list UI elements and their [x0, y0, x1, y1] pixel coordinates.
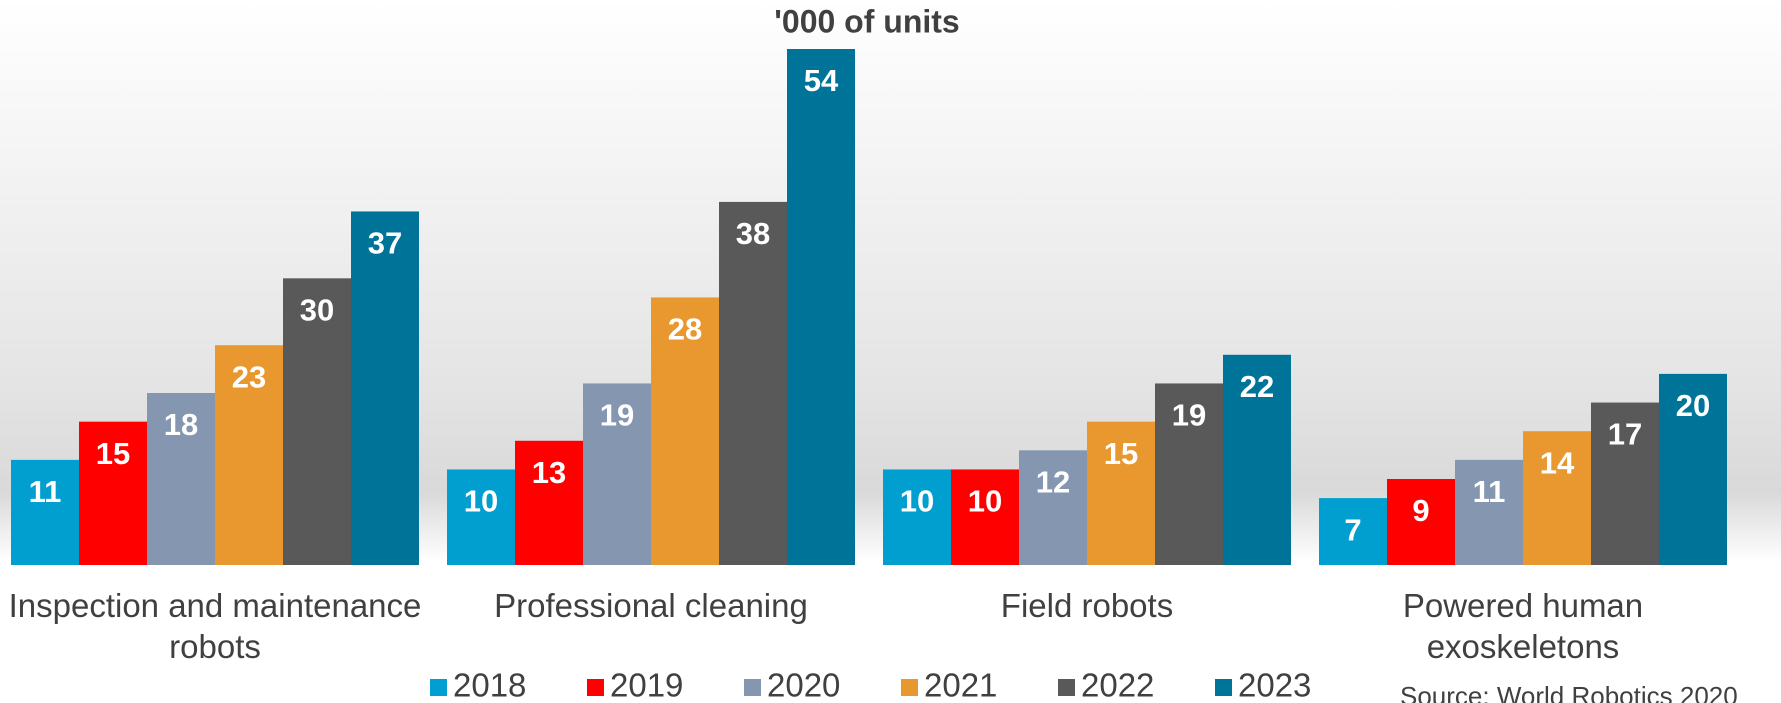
- legend-label: 2018: [453, 667, 526, 703]
- bar: [1523, 431, 1591, 565]
- legend-swatch: [744, 679, 761, 696]
- bar: [951, 469, 1019, 565]
- bar: [351, 211, 419, 565]
- bar: [1387, 479, 1455, 565]
- data-label: 38: [736, 216, 770, 251]
- legend-swatch: [1215, 679, 1232, 696]
- legend-label: 2019: [610, 667, 683, 703]
- bar: [447, 469, 515, 565]
- data-label: 18: [164, 407, 198, 442]
- data-label: 37: [368, 226, 402, 261]
- data-label: 12: [1036, 465, 1070, 500]
- x-tick-label: Field robots: [1000, 587, 1174, 624]
- x-tick-label: Professional cleaning: [494, 587, 808, 624]
- data-label: 20: [1676, 388, 1710, 423]
- chart-title: '000 of units: [774, 3, 959, 39]
- bar: [1319, 498, 1387, 565]
- bar: [719, 201, 787, 565]
- data-label: 10: [968, 484, 1002, 519]
- source-note: Source: World Robotics 2020: [1400, 681, 1738, 703]
- data-label: 19: [1172, 398, 1206, 433]
- data-label: 10: [900, 484, 934, 519]
- data-label: 19: [600, 398, 634, 433]
- data-label: 9: [1412, 493, 1429, 528]
- bar: [883, 469, 951, 565]
- data-label: 10: [464, 484, 498, 519]
- bar: [651, 297, 719, 565]
- legend-label: 2021: [924, 667, 997, 703]
- bar: [1223, 354, 1291, 565]
- bar: [283, 278, 351, 565]
- legend-label: 2020: [767, 667, 840, 703]
- bar: [1087, 421, 1155, 565]
- data-label: 14: [1540, 445, 1575, 480]
- legend-swatch: [430, 679, 447, 696]
- bar: [1155, 383, 1223, 565]
- data-label: 22: [1240, 369, 1274, 404]
- data-label: 30: [300, 293, 334, 328]
- data-label: 15: [96, 436, 130, 471]
- data-label: 13: [532, 455, 566, 490]
- data-label: 28: [668, 312, 702, 347]
- legend-swatch: [587, 679, 604, 696]
- bar: [1455, 459, 1523, 565]
- data-label: 54: [804, 63, 839, 98]
- data-label: 17: [1608, 417, 1642, 452]
- data-label: 11: [29, 474, 62, 509]
- data-label: 7: [1344, 512, 1361, 547]
- data-label: 15: [1104, 436, 1138, 471]
- legend-swatch: [901, 679, 918, 696]
- bar: [1591, 402, 1659, 565]
- bar: [11, 459, 79, 565]
- bar: [787, 49, 855, 565]
- legend-label: 2023: [1238, 667, 1311, 703]
- x-tick-label: Powered human exoskeletons: [1402, 587, 1644, 665]
- bar: [515, 440, 583, 565]
- bar: [147, 393, 215, 565]
- data-label: 11: [1473, 474, 1506, 509]
- legend-label: 2022: [1081, 667, 1154, 703]
- bar: [79, 421, 147, 565]
- bar: [215, 345, 283, 565]
- legend-swatch: [1058, 679, 1075, 696]
- bar: [1659, 373, 1727, 565]
- x-tick-label: Inspection and maintenance robots: [8, 587, 422, 665]
- data-label: 23: [232, 359, 266, 394]
- bar: [583, 383, 651, 565]
- bar: [1019, 450, 1087, 565]
